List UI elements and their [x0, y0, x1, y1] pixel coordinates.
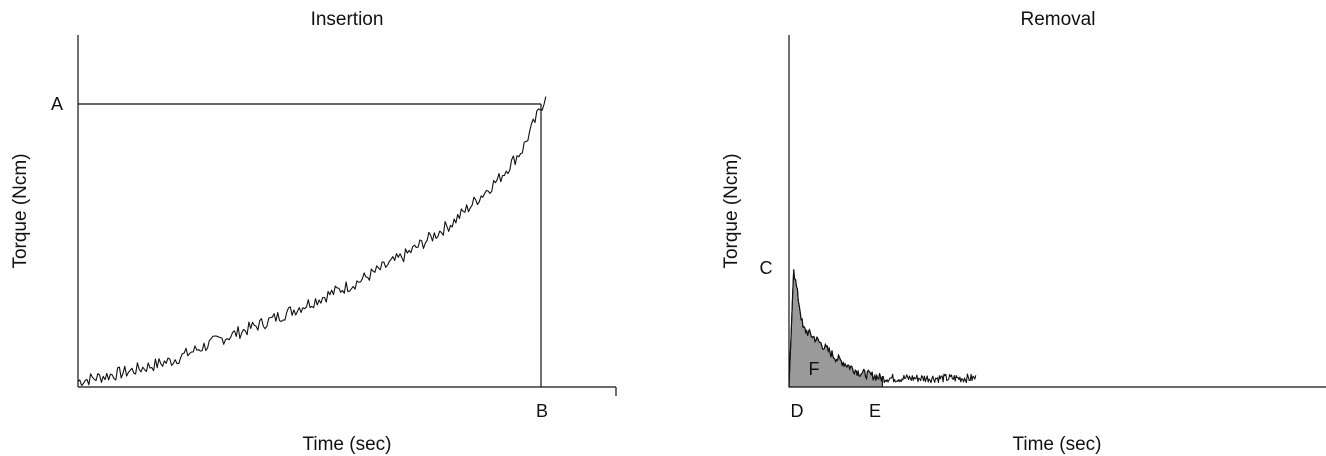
removal-panel: Removal Torque (Ncm) Time (sec) C D E F — [721, 9, 1326, 455]
removal-marker-c: C — [760, 258, 773, 278]
removal-torque-curve — [788, 269, 977, 387]
insertion-y-axis-label: Torque (Ncm) — [10, 153, 31, 268]
insertion-marker-b: B — [536, 401, 548, 421]
removal-y-axis-label: Torque (Ncm) — [721, 153, 742, 268]
insertion-marker-a: A — [51, 94, 63, 114]
removal-x-axis-label: Time (sec) — [1012, 434, 1101, 455]
removal-marker-f: F — [809, 359, 820, 379]
insertion-panel: Insertion Torque (Ncm) Time (sec) A B — [10, 9, 617, 455]
insertion-title: Insertion — [311, 9, 384, 30]
removal-area-f — [788, 269, 883, 388]
removal-title: Removal — [1021, 9, 1096, 30]
removal-marker-d: D — [791, 401, 804, 421]
insertion-torque-curve — [77, 96, 547, 387]
insertion-x-axis-label: Time (sec) — [302, 434, 391, 455]
removal-marker-e: E — [869, 401, 881, 421]
